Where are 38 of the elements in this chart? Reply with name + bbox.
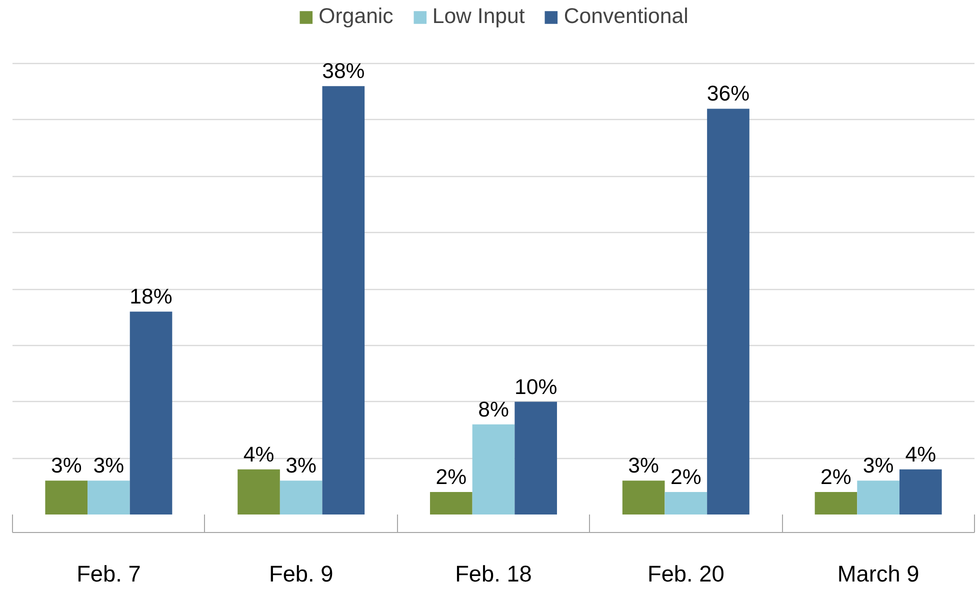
- data-label: 2%: [436, 464, 467, 489]
- x-tick-label: Feb. 7: [76, 560, 141, 586]
- bar: [899, 469, 942, 514]
- x-tick-label: Feb. 18: [455, 560, 532, 586]
- bar: [664, 492, 708, 514]
- bar: [280, 480, 322, 514]
- bar: [430, 492, 472, 514]
- data-label: 3%: [50, 454, 82, 478]
- bar: [88, 480, 130, 514]
- data-label: 38%: [322, 59, 365, 84]
- x-tick-label: Feb. 9: [268, 560, 334, 586]
- legend-label: Low Input: [432, 4, 525, 29]
- data-label: 4%: [243, 442, 274, 466]
- bar: [130, 312, 172, 514]
- bar: [472, 424, 515, 514]
- x-tick-label: March 9: [837, 560, 920, 586]
- bar: [514, 402, 557, 514]
- data-label: 3%: [93, 454, 124, 478]
- data-label: 2%: [670, 464, 702, 489]
- data-label: 18%: [130, 284, 172, 309]
- bar: [45, 480, 88, 514]
- data-label: 2%: [820, 464, 852, 489]
- data-label: 8%: [478, 397, 509, 422]
- data-label: 36%: [706, 82, 750, 106]
- x-tick-label: Feb. 20: [647, 560, 724, 586]
- data-label: 3%: [286, 454, 317, 478]
- legend-label: Conventional: [564, 4, 688, 29]
- bar: [707, 108, 750, 514]
- bar: [238, 469, 280, 514]
- data-label: 10%: [514, 374, 558, 399]
- bar: [857, 480, 900, 514]
- bar: [322, 86, 365, 514]
- data-label: 4%: [905, 442, 936, 466]
- data-label: 3%: [862, 454, 894, 478]
- bar: [814, 492, 858, 514]
- legend-label: Organic: [318, 4, 394, 29]
- data-label: 3%: [628, 454, 660, 478]
- bar: [622, 480, 665, 514]
